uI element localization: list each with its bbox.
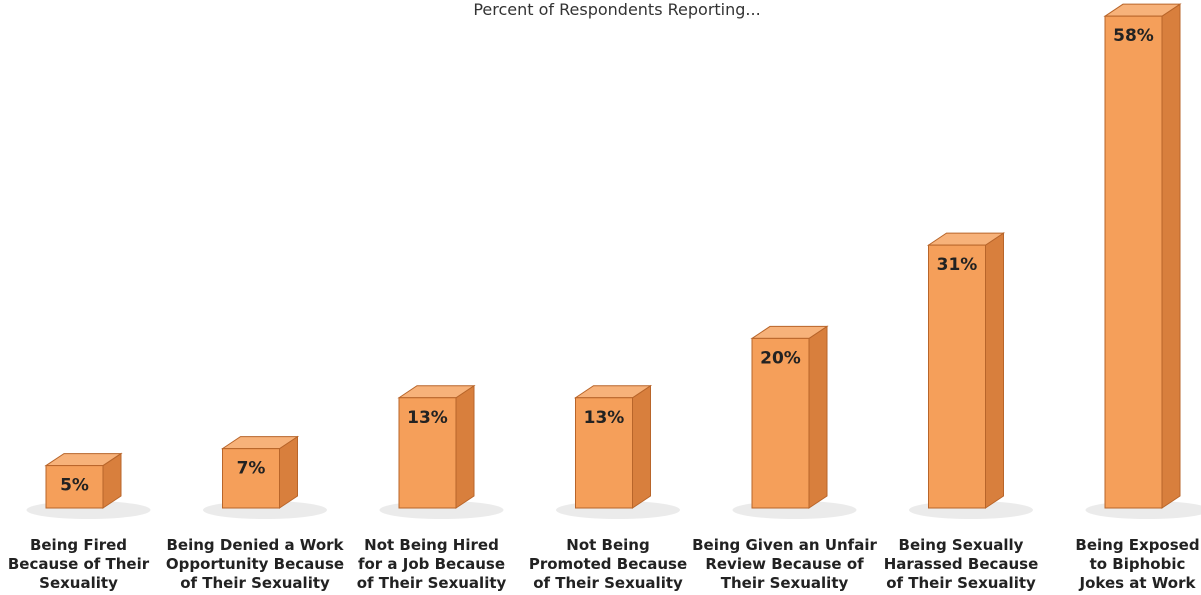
category-label-line: Promoted Because — [529, 555, 687, 573]
category-label-line: Their Sexuality — [721, 574, 849, 592]
category-label-line: to Biphobic — [1090, 555, 1186, 573]
bar-1: 5% — [44, 452, 123, 509]
category-label-line: of Their Sexuality — [533, 574, 683, 592]
bar-side-7 — [1161, 3, 1181, 509]
category-label-line: Not Being — [566, 536, 649, 554]
category-label-line: of Their Sexuality — [886, 574, 1036, 592]
bar-4: 13% — [573, 384, 653, 509]
category-label-1: Being Fired Because of Their Sexuality — [8, 536, 150, 592]
value-label-3: 13% — [407, 408, 448, 428]
bars-group: 5% 7% 13% 13% 20% 31% 58% — [44, 3, 1182, 509]
bar-side-4 — [632, 384, 651, 509]
category-label-line: Being Given an Unfair — [692, 536, 877, 554]
bar-front-2 — [222, 448, 280, 509]
bar-3: 13% — [397, 384, 476, 509]
category-label-line: of Their Sexuality — [357, 574, 507, 592]
bar-side-3 — [455, 384, 475, 509]
value-label-7: 58% — [1113, 26, 1154, 46]
category-label-line: of Their Sexuality — [180, 574, 330, 592]
category-label-line: Review Because of — [705, 555, 864, 573]
category-label-line: for a Job Because — [358, 555, 505, 573]
bar-7: 58% — [1103, 3, 1182, 509]
bar-front-1 — [45, 465, 104, 509]
bar-front-6 — [928, 244, 986, 509]
category-label-line: Jokes at Work — [1079, 574, 1197, 592]
value-label-2: 7% — [237, 459, 266, 479]
bar-side-5 — [808, 325, 828, 509]
value-label-5: 20% — [760, 348, 801, 368]
bar-front-5 — [751, 337, 810, 509]
category-label-7: Being Exposed to Biphobic Jokes at Work — [1075, 536, 1199, 592]
bar-front-4 — [575, 397, 633, 509]
value-label-6: 31% — [937, 255, 978, 275]
category-label-line: Opportunity Because — [166, 555, 344, 573]
bar-6: 31% — [926, 232, 1006, 509]
category-label-5: Being Given an Unfair Review Because of Th… — [692, 536, 877, 592]
value-label-1: 5% — [60, 476, 89, 496]
bar-front-3 — [398, 397, 457, 509]
bar-2: 7% — [220, 435, 300, 509]
category-label-line: Being Denied a Work — [167, 536, 345, 554]
bar-5: 20% — [750, 325, 829, 509]
bar-front-7 — [1104, 15, 1163, 509]
category-label-4: Not Being Promoted Because of Their Sexual… — [529, 536, 687, 592]
category-label-line: Being Sexually — [899, 536, 1024, 554]
category-label-6: Being Sexually Harassed Because of Their S… — [884, 536, 1039, 592]
category-labels: Being Fired Because of Their SexualityBein… — [8, 536, 1200, 592]
category-label-3: Not Being Hired for a Job Because of Their… — [357, 536, 507, 592]
category-label-line: Being Fired — [30, 536, 127, 554]
category-label-line: Being Exposed — [1075, 536, 1199, 554]
chart-title: Percent of Respondents Reporting... — [473, 0, 760, 19]
category-label-line: Not Being Hired — [364, 536, 499, 554]
category-label-line: Because of Their — [8, 555, 150, 573]
category-label-2: Being Denied a Work Opportunity Because of… — [166, 536, 345, 592]
value-label-4: 13% — [584, 408, 625, 428]
bar-side-6 — [985, 232, 1004, 509]
category-label-line: Sexuality — [39, 574, 118, 592]
category-label-line: Harassed Because — [884, 555, 1039, 573]
